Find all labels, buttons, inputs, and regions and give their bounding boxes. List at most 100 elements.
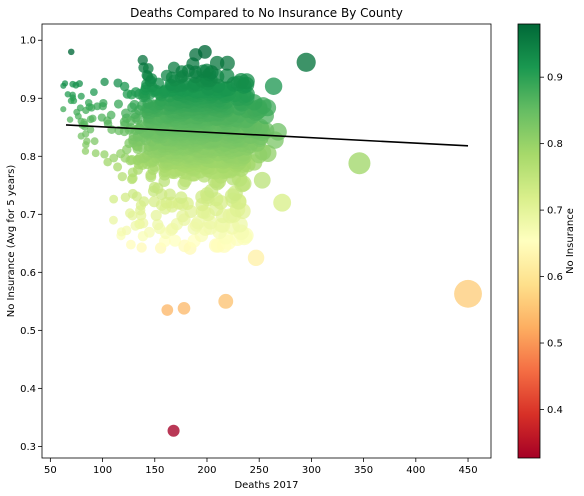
scatter-point: [167, 61, 180, 74]
scatter-point: [191, 216, 205, 230]
colorbar-tick-label: 0.9: [547, 73, 563, 84]
scatter-point: [130, 87, 141, 98]
scatter-point: [454, 279, 482, 308]
scatter-point: [219, 55, 235, 71]
scatter-point: [90, 137, 99, 146]
x-axis-label: Deaths 2017: [234, 480, 298, 491]
scatter-point: [264, 77, 283, 95]
scatter-point: [125, 208, 135, 219]
colorbar-tick-label: 0.7: [547, 206, 563, 217]
y-tick-label: 0.7: [20, 210, 36, 221]
x-tick-label: 350: [354, 465, 373, 476]
colorbar-tick-label: 0.5: [547, 339, 563, 350]
scatter-point: [109, 215, 118, 225]
scatter-point: [83, 137, 91, 145]
scatter-point: [99, 98, 108, 108]
scatter-point: [64, 91, 72, 98]
scatter-point: [125, 239, 136, 250]
scatter-point: [208, 238, 224, 253]
scatter-point: [103, 157, 112, 167]
scatter-point: [113, 99, 124, 109]
scatter-point: [168, 234, 182, 247]
colorbar-tick-label: 0.8: [547, 139, 563, 150]
scatter-point: [84, 99, 93, 107]
scatter-point: [219, 68, 235, 84]
y-tick-label: 0.9: [20, 94, 36, 105]
scatter-point: [253, 171, 271, 189]
scatter-points: [67, 44, 482, 437]
scatter-point: [76, 104, 84, 112]
y-tick-label: 1.0: [20, 36, 36, 47]
scatter-point: [69, 80, 77, 88]
scatter-point: [77, 92, 85, 100]
scatter-point: [148, 196, 160, 208]
x-tick-label: 200: [197, 465, 216, 476]
scatter-point: [137, 54, 148, 66]
scatter-point: [167, 424, 180, 437]
scatter-point: [61, 80, 69, 87]
scatter-point: [209, 55, 225, 71]
scatter-point: [144, 226, 155, 238]
scatter-point: [121, 108, 131, 119]
scatter-point: [273, 193, 292, 212]
y-tick-label: 0.3: [20, 442, 36, 453]
scatter-point: [81, 147, 90, 155]
y-axis-label: No Insurance (Avg for 5 years): [6, 165, 17, 318]
scatter-point: [113, 78, 123, 88]
scatter-point: [174, 191, 188, 204]
scatter-point: [199, 63, 214, 78]
scatter-point: [91, 149, 100, 158]
x-tick-label: 150: [145, 465, 164, 476]
scatter-point: [160, 69, 173, 82]
scatter-point: [113, 162, 123, 172]
x-tick-label: 100: [93, 465, 112, 476]
scatter-point: [121, 225, 132, 236]
scatter-point: [97, 113, 106, 122]
colorbar-tick-label: 0.6: [547, 272, 563, 283]
x-tick-label: 50: [44, 465, 57, 476]
scatter-point: [163, 188, 176, 201]
scatter-point: [127, 188, 138, 199]
scatter-point: [138, 196, 150, 207]
plot-area-frame: [41, 23, 492, 459]
scatter-point: [150, 209, 162, 221]
x-tick-label: 300: [302, 465, 321, 476]
x-tick-label: 400: [406, 465, 425, 476]
scatter-point: [69, 91, 76, 99]
scatter-cloud: [60, 48, 287, 255]
scatter-point: [177, 302, 191, 315]
scatter-point: [137, 217, 149, 229]
scatter-point: [60, 106, 67, 113]
x-axis: 50 100 150 200 250 300 350 400 450: [44, 458, 478, 476]
scatter-point: [100, 77, 109, 87]
scatter-point: [117, 171, 127, 182]
scatter-point: [247, 249, 265, 267]
scatter-point: [88, 114, 97, 123]
scatter-point: [152, 218, 164, 231]
scatter-point: [100, 150, 109, 159]
scatter-point: [129, 99, 140, 110]
scatter-point: [75, 80, 83, 88]
colorbar-tick-label: 0.4: [547, 405, 563, 416]
scatter-point: [109, 153, 119, 163]
x-tick-label: 450: [458, 465, 477, 476]
scatter-point: [109, 194, 119, 204]
scatter-point: [198, 44, 212, 59]
y-tick-label: 0.5: [20, 326, 36, 337]
scatter-point: [218, 293, 234, 309]
colorbar-label: No Insurance: [565, 208, 576, 274]
scatter-point: [120, 192, 131, 203]
scatter-point: [348, 152, 371, 175]
colorbar: [517, 23, 541, 459]
scatter-point: [66, 116, 74, 123]
scatter-point: [136, 242, 147, 253]
scatter-point: [81, 130, 90, 138]
chart-title: Deaths Compared to No Insurance By Count…: [130, 6, 403, 20]
x-tick-label: 250: [250, 465, 269, 476]
scatter-point: [86, 125, 95, 134]
scatter-point: [67, 48, 75, 56]
scatter-point: [161, 304, 174, 316]
scatter-point: [233, 72, 250, 89]
colorbar-axis: 0.4 0.5 0.6 0.7 0.8 0.9: [540, 73, 563, 416]
